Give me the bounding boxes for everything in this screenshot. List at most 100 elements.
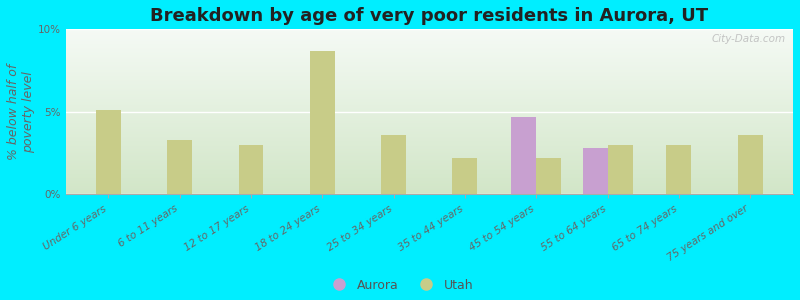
Bar — [66, 94, 793, 95]
Bar — [738, 135, 762, 194]
Bar — [66, 164, 793, 165]
Bar — [66, 108, 793, 109]
Bar — [66, 109, 793, 110]
Bar — [66, 135, 793, 136]
Bar — [66, 107, 793, 108]
Bar — [66, 192, 793, 193]
Bar — [66, 103, 793, 104]
Bar — [66, 55, 793, 56]
Bar — [66, 110, 793, 111]
Bar — [66, 126, 793, 127]
Bar — [66, 95, 793, 96]
Bar — [66, 44, 793, 45]
Bar — [66, 78, 793, 79]
Bar — [66, 131, 793, 132]
Bar — [66, 157, 793, 158]
Bar — [66, 155, 793, 156]
Bar — [66, 50, 793, 51]
Bar — [66, 184, 793, 185]
Bar — [66, 31, 793, 32]
Bar — [66, 117, 793, 118]
Bar — [66, 156, 793, 157]
Bar — [66, 162, 793, 163]
Bar — [66, 89, 793, 90]
Bar — [66, 134, 793, 135]
Bar — [66, 160, 793, 161]
Bar — [66, 60, 793, 61]
Bar — [66, 137, 793, 138]
Bar — [66, 186, 793, 187]
Bar — [66, 29, 793, 30]
Bar — [66, 39, 793, 40]
Bar — [66, 150, 793, 151]
Bar — [66, 41, 793, 42]
Bar — [66, 112, 793, 113]
Bar — [66, 57, 793, 58]
Bar — [66, 102, 793, 103]
Title: Breakdown by age of very poor residents in Aurora, UT: Breakdown by age of very poor residents … — [150, 7, 708, 25]
Bar — [66, 191, 793, 192]
Bar — [66, 188, 793, 189]
Bar — [66, 132, 793, 133]
Bar — [66, 42, 793, 43]
Bar — [66, 121, 793, 122]
Bar — [66, 148, 793, 149]
Bar — [66, 140, 793, 141]
Y-axis label: % below half of
poverty level: % below half of poverty level — [7, 64, 35, 160]
Bar — [66, 138, 793, 139]
Bar — [66, 75, 793, 76]
Bar — [666, 145, 691, 194]
Bar — [66, 105, 793, 106]
Bar — [66, 169, 793, 170]
Bar — [66, 66, 793, 67]
Bar — [66, 149, 793, 150]
Bar — [66, 47, 793, 48]
Bar — [66, 181, 793, 182]
Bar — [66, 40, 793, 41]
Bar — [66, 62, 793, 63]
Bar — [66, 153, 793, 154]
Bar — [66, 114, 793, 115]
Bar — [66, 65, 793, 66]
Bar — [66, 120, 793, 121]
Bar — [66, 30, 793, 31]
Bar — [66, 127, 793, 128]
Bar — [167, 140, 192, 194]
Text: City-Data.com: City-Data.com — [712, 34, 786, 44]
Bar — [66, 122, 793, 123]
Bar — [66, 190, 793, 191]
Bar — [66, 69, 793, 70]
Bar — [66, 187, 793, 188]
Bar — [66, 46, 793, 47]
Bar — [66, 101, 793, 102]
Bar — [66, 168, 793, 169]
Bar — [66, 49, 793, 50]
Bar — [66, 58, 793, 59]
Bar — [66, 85, 793, 86]
Bar — [66, 169, 793, 170]
Bar — [66, 56, 793, 57]
Bar — [66, 167, 793, 168]
Bar — [66, 38, 793, 39]
Bar — [66, 185, 793, 186]
Bar — [66, 176, 793, 177]
Bar — [66, 159, 793, 160]
Bar — [511, 117, 536, 194]
Bar — [66, 90, 793, 91]
Bar — [66, 179, 793, 180]
Bar — [66, 87, 793, 88]
Bar — [66, 163, 793, 164]
Bar — [66, 35, 793, 36]
Bar — [66, 92, 793, 93]
Bar — [66, 52, 793, 53]
Bar — [66, 180, 793, 181]
Bar — [66, 189, 793, 190]
Bar — [608, 145, 633, 194]
Bar — [66, 93, 793, 94]
Bar — [66, 166, 793, 167]
Bar — [66, 36, 793, 37]
Bar — [66, 116, 793, 117]
Bar — [66, 124, 793, 125]
Bar — [66, 85, 793, 86]
Bar — [66, 133, 793, 134]
